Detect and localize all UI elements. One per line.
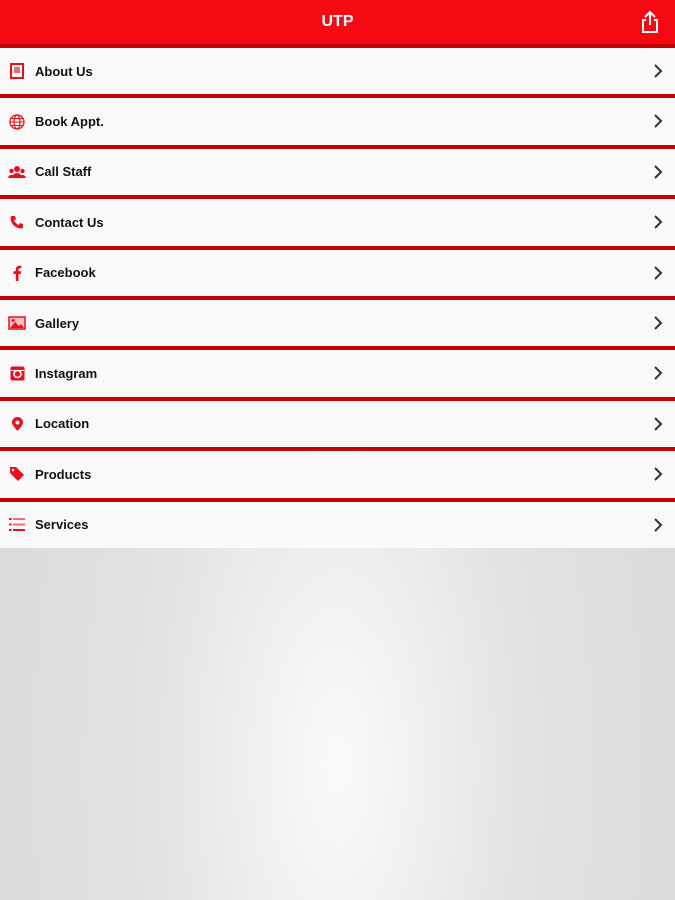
menu-item-label: Services	[35, 517, 89, 533]
chevron-right-icon	[654, 467, 663, 481]
menu-item-label: Book Appt.	[35, 114, 104, 130]
menu-item-facebook[interactable]: Facebook	[0, 245, 675, 296]
chevron-right-icon	[654, 417, 663, 431]
menu-item-book-appt[interactable]: Book Appt.	[0, 94, 675, 145]
menu-item-label: Instagram	[35, 366, 98, 382]
menu-item-about-us[interactable]: About Us	[0, 44, 675, 95]
app-title: UTP	[321, 13, 354, 30]
menu-item-gallery[interactable]: Gallery	[0, 295, 675, 347]
menu-item-contact-us[interactable]: Contact Us	[0, 195, 675, 246]
chevron-right-icon	[654, 517, 663, 532]
menu-item-label: Contact Us	[35, 214, 104, 230]
chevron-right-icon	[654, 165, 663, 179]
menu-item-products[interactable]: Products	[0, 447, 675, 498]
menu-item-label: Call Staff	[35, 164, 92, 180]
globe-icon	[8, 113, 26, 131]
chevron-right-icon	[654, 215, 663, 229]
menu-item-label: Location	[35, 416, 90, 432]
menu-item-label: Gallery	[35, 315, 80, 331]
image-icon	[8, 314, 26, 332]
menu-item-services[interactable]: Services	[0, 497, 675, 548]
facebook-icon	[8, 264, 26, 282]
phone-icon	[8, 213, 26, 231]
menu-item-label: About Us	[35, 63, 93, 79]
tag-icon	[8, 465, 26, 483]
chevron-right-icon	[654, 316, 663, 330]
chevron-right-icon	[654, 64, 663, 78]
group-icon	[8, 163, 26, 181]
instagram-icon	[8, 365, 26, 383]
share-icon[interactable]	[641, 10, 659, 34]
menu-item-call-staff[interactable]: Call Staff	[0, 144, 675, 196]
app-header: UTP	[0, 0, 675, 44]
menu-item-label: Facebook	[35, 265, 96, 281]
chevron-right-icon	[654, 114, 663, 129]
menu-item-label: Products	[35, 466, 92, 482]
chevron-right-icon	[654, 366, 663, 381]
menu-list: About Us Book Appt. Call Staff Contact Us Fa…	[0, 44, 675, 548]
chevron-right-icon	[654, 265, 663, 280]
document-icon	[8, 62, 26, 80]
map-pin-icon	[8, 415, 26, 433]
menu-item-instagram[interactable]: Instagram	[0, 346, 675, 397]
list-icon	[8, 516, 26, 534]
menu-item-location[interactable]: Location	[0, 396, 675, 448]
